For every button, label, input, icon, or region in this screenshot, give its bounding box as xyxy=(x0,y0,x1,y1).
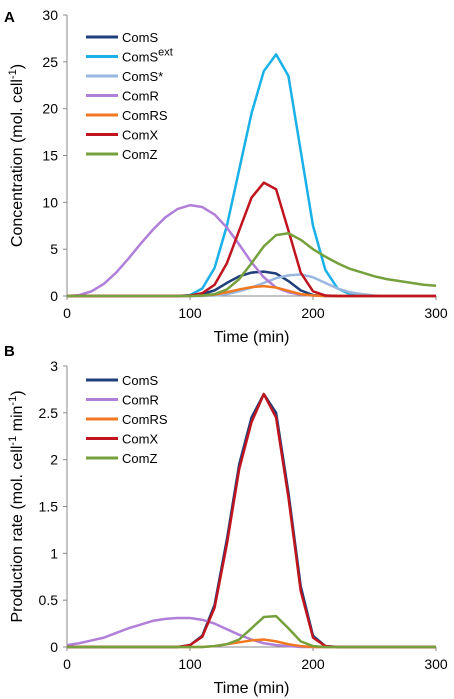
y-tick-label: 20 xyxy=(42,101,58,117)
y-axis-title-text: ) xyxy=(9,64,26,69)
x-tick-label: 200 xyxy=(301,656,325,672)
legend-label-text: ComS xyxy=(122,373,158,388)
legend-label: ComX xyxy=(122,128,158,143)
series-line-comr xyxy=(66,203,436,298)
x-tick-label: 100 xyxy=(178,305,202,321)
y-tick-label: 15 xyxy=(42,148,58,164)
y-axis-title-text: min xyxy=(9,406,26,436)
legend-label-text: ComS xyxy=(122,30,158,45)
y-tick-label: 2.5 xyxy=(39,405,59,421)
series-line-comr xyxy=(66,616,436,649)
legend-label: ComS xyxy=(122,373,158,388)
y-axis-title: Concentration (mol. cell-1) xyxy=(7,64,26,247)
series-line-comz xyxy=(67,614,436,649)
legend-label-text: ComZ xyxy=(122,147,157,162)
legend-label-sup: ext xyxy=(158,47,173,59)
y-axis-title-text: Production rate (mol. cell xyxy=(9,446,26,623)
x-tick-label: 0 xyxy=(63,305,71,321)
legend-label: ComZ xyxy=(122,451,157,466)
x-tick-label: 100 xyxy=(178,656,202,672)
y-tick-label: 30 xyxy=(42,7,58,23)
legend-label: ComZ xyxy=(122,147,157,162)
legend-label: ComS* xyxy=(122,69,163,84)
y-tick-label: 5 xyxy=(50,241,58,257)
legend-label-text: ComR xyxy=(122,393,159,408)
legend-label: ComS xyxy=(122,30,158,45)
legend-label: ComRS xyxy=(122,412,168,427)
series-line-coms xyxy=(67,270,436,298)
legend-label-text: ComS* xyxy=(122,69,163,84)
x-axis-title: Time (min) xyxy=(214,680,290,697)
y-axis-title-sup: -1 xyxy=(7,69,19,79)
y-tick-label: 1 xyxy=(50,545,58,561)
chart-panel-b: B 0 0.5 1 1.5 2 2.5 3 0 100 200 300 Time (min) Produc… xyxy=(4,343,448,697)
legend-label-text: ComZ xyxy=(122,451,157,466)
y-tick-label: 1.5 xyxy=(39,499,59,515)
legend-label: ComR xyxy=(122,89,159,104)
legend-label-text: ComRS xyxy=(122,412,168,427)
legend: ComS ComR ComRS ComX ComZ xyxy=(86,373,168,466)
series-line-comz xyxy=(67,231,437,298)
x-tick-label: 300 xyxy=(424,656,448,672)
y-axis-title-text: ) xyxy=(9,390,26,395)
x-tick-label: 300 xyxy=(424,305,448,321)
y-tick-label: 0 xyxy=(50,288,58,304)
y-axis-title-sup: -1 xyxy=(7,436,19,446)
legend-label: ComSext xyxy=(122,47,173,65)
y-tick-label: 0.5 xyxy=(39,592,59,608)
x-axis-title: Time (min) xyxy=(214,329,290,346)
y-tick-label: 3 xyxy=(50,358,58,374)
panel-letter: A xyxy=(4,9,15,26)
legend-label: ComR xyxy=(122,393,159,408)
legend-label-text: ComS xyxy=(122,50,158,65)
legend-label: ComX xyxy=(122,432,158,447)
panel-letter: B xyxy=(4,343,15,360)
x-tick-label: 200 xyxy=(301,305,325,321)
y-axis-title-sup: -1 xyxy=(7,396,19,406)
y-axis-title-text: Concentration (mol. cell xyxy=(9,79,26,247)
y-tick-label: 25 xyxy=(42,54,58,70)
y-tick-label: 10 xyxy=(42,194,58,210)
legend-label-text: ComX xyxy=(122,432,158,447)
y-tick-label: 0 xyxy=(50,639,58,655)
legend-label-text: ComRS xyxy=(122,108,168,123)
legend-label-text: ComR xyxy=(122,89,159,104)
y-tick-label: 2 xyxy=(50,452,58,468)
legend-label: ComRS xyxy=(122,108,168,123)
legend-label-text: ComX xyxy=(122,128,158,143)
x-tick-label: 0 xyxy=(63,656,71,672)
y-axis-title: Production rate (mol. cell-1 min-1) xyxy=(7,390,26,622)
